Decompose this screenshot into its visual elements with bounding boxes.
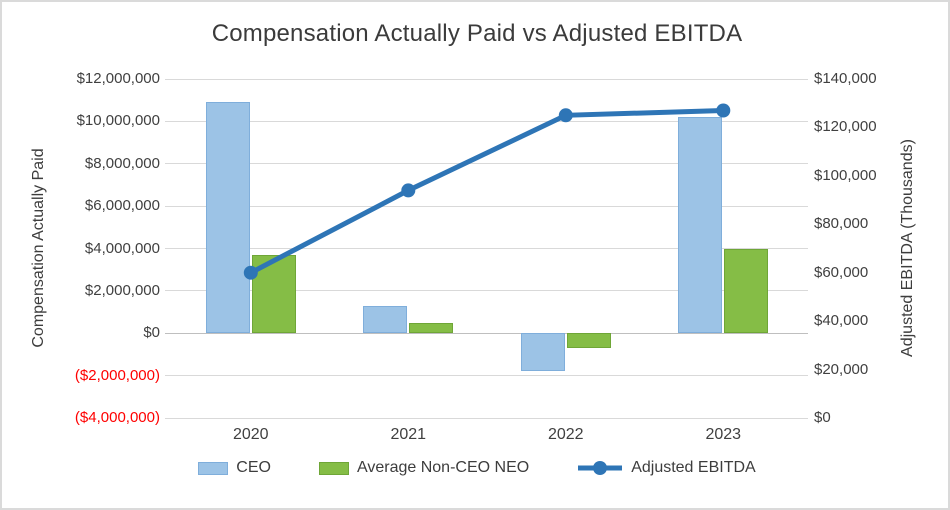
legend-marker-dot [593, 461, 608, 475]
x-axis-label-2020: 2020 [232, 426, 269, 443]
left-axis-tick: $10,000,000 [76, 112, 160, 130]
chart-title: Compensation Actually Paid vs Adjusted E… [211, 20, 743, 47]
right-axis-tick: $0 [814, 409, 831, 426]
right-axis-title: Adjusted EBITDA (Thousands) [899, 139, 916, 357]
neo-swatch [318, 461, 349, 475]
legend-label-neo: Average Non-CEO NEO [356, 459, 530, 476]
right-axis-tick: $80,000 [814, 215, 869, 233]
bar-ceo-2021 [363, 305, 408, 334]
left-axis-tick: $6,000,000 [84, 197, 160, 215]
left-axis-tick: $12,000,000 [76, 70, 160, 87]
legend-label-ceo: CEO [236, 459, 271, 476]
ceo-swatch [198, 461, 229, 475]
bar-ceo-2022 [520, 333, 565, 372]
bar-neo-2021 [409, 322, 454, 334]
left-axis-tick: ($4,000,000) [74, 409, 160, 426]
left-axis-tick: $4,000,000 [84, 239, 160, 257]
right-axis-tick: $100,000 [814, 166, 877, 184]
left-axis-tick: $0 [143, 324, 160, 342]
bar-neo-2022 [566, 333, 611, 349]
x-axis-label-2022: 2022 [547, 426, 584, 443]
right-axis-tick: $40,000 [814, 312, 869, 330]
bar-ceo-2023 [678, 117, 723, 334]
zero-gridline [165, 332, 808, 334]
ebitda-point-2023 [716, 103, 731, 118]
left-axis-tick: $8,000,000 [84, 154, 160, 172]
x-axis-label-2023: 2023 [705, 426, 742, 443]
ebitda-line-swatch [578, 461, 623, 475]
right-axis-tick: $20,000 [814, 360, 869, 378]
ebitda-point-2021 [401, 183, 416, 198]
legend: CEO Average Non-CEO NEO Adjusted EBITDA [2, 459, 948, 477]
legend-item-ebitda: Adjusted EBITDA [577, 459, 756, 477]
gridline [165, 417, 808, 419]
bar-neo-2020 [251, 254, 296, 334]
left-axis-tick: ($2,000,000) [74, 366, 160, 384]
right-axis-tick: $120,000 [814, 118, 877, 136]
left-axis-tick: $2,000,000 [84, 281, 160, 299]
legend-item-neo: Average Non-CEO NEO [318, 459, 530, 477]
right-axis-tick: $60,000 [814, 263, 869, 281]
gridline [165, 375, 808, 377]
legend-label-ebitda: Adjusted EBITDA [631, 459, 756, 476]
gridline [165, 78, 808, 80]
bar-ceo-2020 [205, 102, 250, 334]
legend-item-ceo: CEO [198, 459, 271, 477]
x-axis-label-2021: 2021 [390, 426, 427, 443]
right-axis-tick: $140,000 [814, 70, 877, 87]
bar-neo-2023 [724, 248, 769, 334]
gridline [165, 290, 808, 292]
